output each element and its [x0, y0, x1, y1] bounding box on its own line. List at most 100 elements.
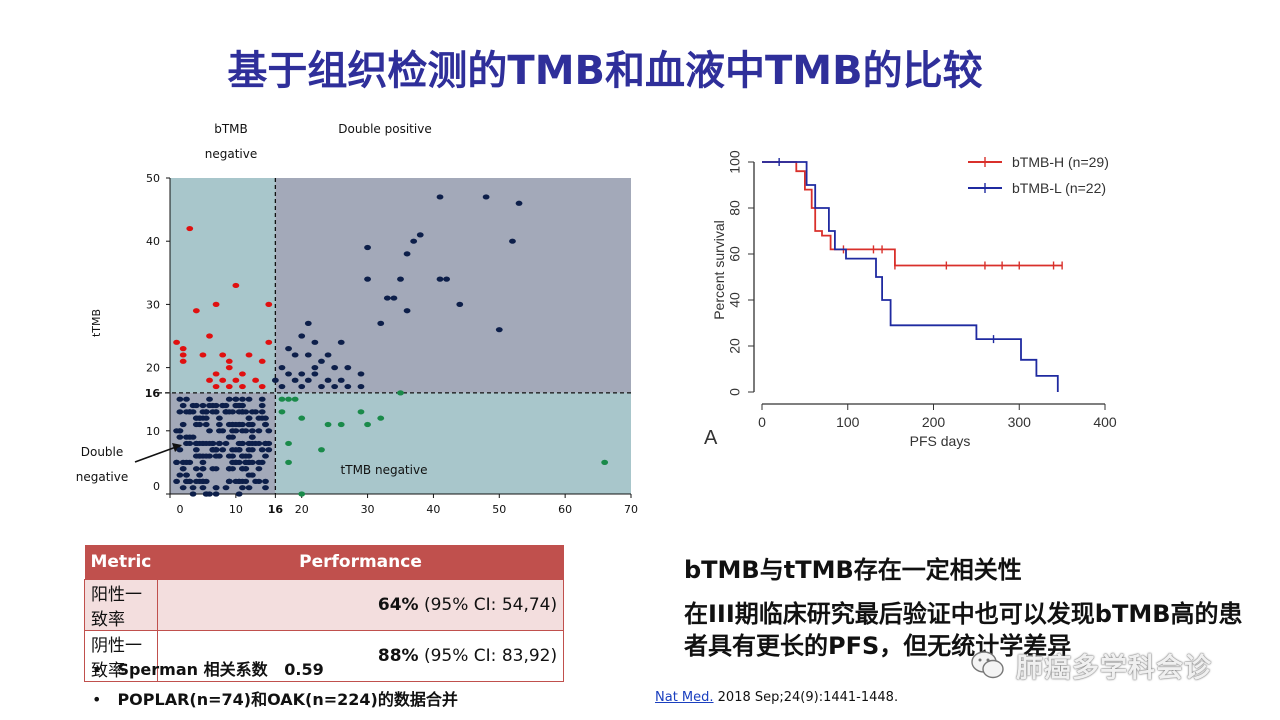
- data-point-double-negative: [179, 402, 187, 409]
- data-point-btmb-negative: [219, 377, 227, 383]
- data-point-ttmb-negative: [357, 409, 365, 415]
- label-double-negative: Double negative: [75, 445, 129, 484]
- data-point-btmb-negative: [192, 308, 200, 314]
- data-point-double-positive: [298, 371, 306, 377]
- data-point-double-negative: [239, 440, 246, 447]
- data-point-double-positive: [304, 320, 312, 326]
- label-btmb-negative: bTMB negative: [204, 122, 258, 161]
- data-point-double-negative: [239, 421, 246, 428]
- data-point-double-negative: [222, 402, 230, 409]
- data-point-double-positive: [311, 339, 319, 345]
- data-point-double-negative: [215, 428, 223, 434]
- data-point-double-negative: [258, 415, 266, 421]
- km-y-tick-label: 20: [727, 338, 743, 354]
- data-point-double-negative: [245, 421, 253, 428]
- km-x-tick-label: 300: [1008, 414, 1032, 430]
- data-point-double-positive: [383, 295, 391, 301]
- data-point-btmb-negative: [206, 333, 213, 339]
- data-point-btmb-negative: [239, 371, 246, 377]
- km-x-tick-label: 400: [1093, 414, 1117, 430]
- data-point-double-positive: [291, 377, 299, 383]
- data-point-ttmb-negative: [337, 421, 345, 428]
- y-axis-label: tTMB: [90, 309, 103, 337]
- data-point-double-negative: [248, 434, 256, 440]
- data-point-double-negative: [206, 402, 213, 409]
- data-point-double-negative: [239, 402, 246, 409]
- data-point-ttmb-negative: [285, 459, 292, 465]
- quadrant-double-positive: [275, 178, 631, 393]
- data-point-double-positive: [364, 244, 371, 251]
- data-point-double-positive: [331, 383, 339, 390]
- data-point-double-negative: [258, 402, 266, 409]
- data-point-btmb-negative: [239, 383, 246, 390]
- data-point-double-negative: [225, 409, 233, 415]
- data-point-double-negative: [225, 478, 233, 484]
- data-point-double-negative: [186, 440, 194, 447]
- table-header-performance: Performance: [157, 545, 564, 580]
- x-tick-label: 40: [426, 503, 440, 516]
- data-point-double-negative: [242, 428, 250, 434]
- data-point-btmb-negative: [265, 339, 273, 345]
- data-point-double-positive: [318, 358, 325, 364]
- data-point-double-negative: [258, 396, 266, 402]
- data-point-btmb-negative: [206, 377, 213, 383]
- data-point-double-negative: [199, 466, 207, 472]
- data-point-double-negative: [258, 409, 266, 415]
- data-point-double-negative: [209, 409, 217, 415]
- table-row: 阳性一致率 64% (95% CI: 54,74): [84, 579, 565, 631]
- km-x-tick-label: 0: [758, 414, 766, 430]
- arrow-head: [172, 443, 182, 452]
- data-point-double-negative: [242, 478, 250, 484]
- data-point-ttmb-negative: [285, 440, 292, 447]
- citation-link[interactable]: Nat Med.: [655, 690, 714, 705]
- data-point-double-negative: [186, 478, 194, 484]
- data-point-double-negative: [232, 396, 240, 402]
- data-point-double-negative: [202, 453, 210, 459]
- data-point-double-negative: [202, 421, 210, 428]
- data-point-double-positive: [364, 276, 371, 282]
- data-point-ttmb-negative: [298, 491, 306, 497]
- data-point-double-negative: [262, 478, 269, 484]
- data-point-double-negative: [245, 485, 253, 491]
- data-point-double-negative: [235, 447, 243, 453]
- data-point-btmb-negative: [219, 352, 227, 358]
- km-y-tick-label: 100: [727, 150, 743, 174]
- data-point-ttmb-negative: [397, 390, 404, 396]
- bullet-item: • Sperman 相关系数 0.59: [92, 660, 324, 679]
- data-point-double-positive: [509, 238, 516, 244]
- data-point-double-positive: [278, 383, 286, 390]
- x-tick-label: 0: [177, 503, 184, 516]
- data-point-ttmb-negative: [298, 415, 306, 421]
- bullet-item: • POPLAR(n=74)和OAK(n=224)的数据合并: [92, 690, 458, 709]
- data-point-double-positive: [456, 301, 464, 307]
- data-point-double-negative: [222, 440, 230, 447]
- data-point-double-negative: [176, 447, 184, 453]
- data-point-double-negative: [186, 409, 194, 415]
- data-point-double-negative: [225, 396, 233, 402]
- data-point-ttmb-negative: [291, 396, 299, 402]
- data-point-ttmb-negative: [601, 459, 609, 465]
- data-point-double-negative: [262, 485, 269, 491]
- data-point-double-negative: [229, 421, 236, 428]
- data-point-double-negative: [192, 415, 200, 421]
- data-point-double-positive: [344, 365, 352, 371]
- data-point-double-negative: [248, 409, 256, 415]
- data-point-double-negative: [189, 485, 197, 491]
- data-point-double-negative: [179, 421, 187, 428]
- data-point-ttmb-negative: [318, 447, 325, 453]
- km-x-axis-label: PFS days: [910, 433, 971, 449]
- data-point-double-positive: [410, 238, 418, 244]
- data-point-double-positive: [344, 383, 352, 390]
- data-point-double-negative: [212, 453, 220, 459]
- x-tick-label: 50: [492, 503, 506, 516]
- data-point-double-positive: [482, 194, 490, 200]
- data-point-btmb-negative: [212, 383, 220, 390]
- km-curve-line: [762, 161, 1063, 267]
- data-point-double-negative: [202, 491, 210, 497]
- data-point-double-positive: [311, 365, 319, 371]
- data-point-btmb-negative: [179, 346, 187, 352]
- data-point-double-positive: [495, 327, 503, 333]
- data-point-double-positive: [278, 365, 286, 371]
- data-point-double-negative: [248, 440, 256, 447]
- data-point-double-positive: [304, 377, 312, 383]
